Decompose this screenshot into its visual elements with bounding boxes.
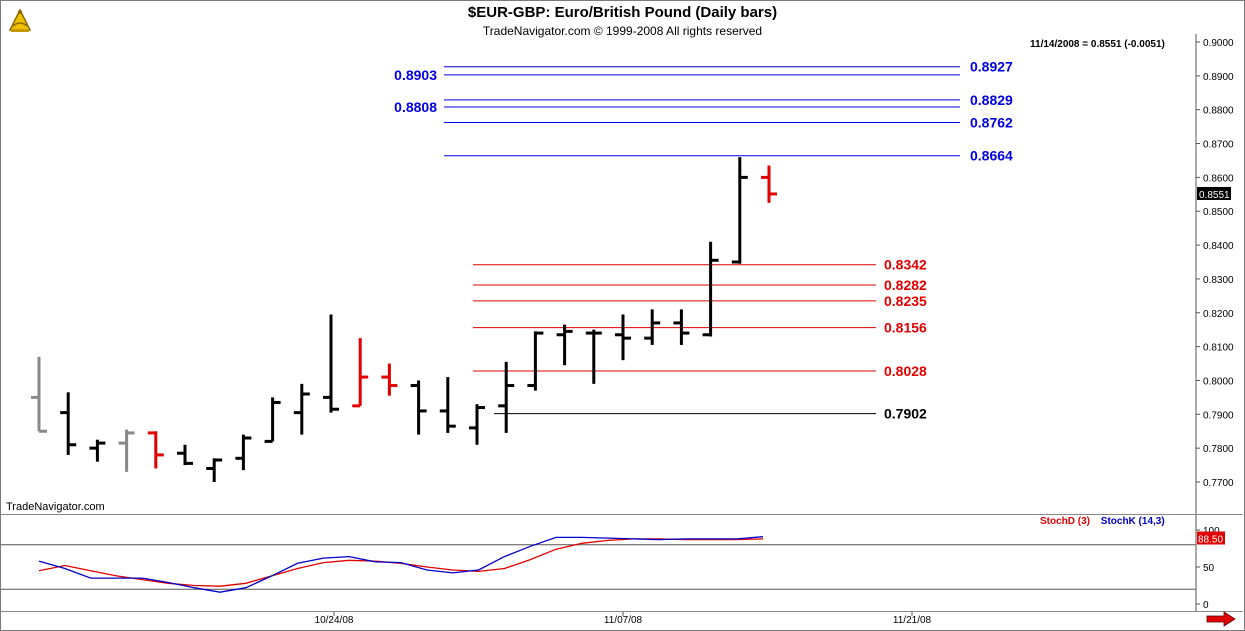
ohlc-bar (410, 380, 427, 435)
last-price-box (1197, 186, 1231, 200)
price-tick-label: 0.8100 (1203, 343, 1234, 354)
watermark-text: TradeNavigator.com (6, 501, 105, 513)
last-price-label: 0.8551 (1199, 190, 1230, 201)
price-tick-label: 0.8000 (1203, 376, 1234, 387)
price-tick-label: 0.8700 (1203, 140, 1234, 151)
price-tick-label: 0.8300 (1203, 275, 1234, 286)
price-tick-label: 0.8800 (1203, 106, 1234, 117)
ohlc-bar (498, 361, 515, 433)
ohlc-bar (585, 329, 602, 384)
level-label-0.8664: 0.8664 (970, 148, 1013, 164)
ohlc-bar (644, 309, 661, 345)
ohlc-bar (439, 377, 456, 433)
copyright-text: TradeNavigator.com © 1999-2008 All right… (482, 24, 763, 38)
ohlc-bar (31, 356, 47, 433)
legend-stochd: StochD (3) (1040, 516, 1090, 527)
price-tick-label: 0.7800 (1203, 444, 1234, 455)
level-label-0.8235: 0.8235 (884, 293, 927, 309)
price-tick-label: 0.9000 (1203, 38, 1234, 49)
ohlc-bar (352, 338, 369, 408)
ohlc-bar (177, 444, 193, 466)
ohlc-bar (293, 383, 310, 435)
date-tick-label: 11/07/08 (604, 615, 643, 626)
level-label-0.8927: 0.8927 (970, 59, 1013, 75)
price-tick-label: 0.8900 (1203, 72, 1234, 83)
ohlc-bar (527, 331, 544, 391)
chart-title: $EUR-GBP: Euro/British Pound (Daily bars… (467, 4, 778, 21)
red-right-arrow-icon[interactable] (1206, 611, 1236, 627)
date-tick-label: 10/24/08 (315, 615, 354, 626)
level-label-0.8762: 0.8762 (970, 115, 1013, 131)
level-label-0.8028: 0.8028 (884, 363, 927, 379)
ohlc-bar (761, 165, 777, 203)
ohlc-bar (469, 404, 485, 445)
ohlc-bar (206, 458, 223, 482)
ohlc-bar (673, 309, 690, 345)
ohlc-bar (702, 241, 719, 337)
stoch-tick-label: 50 (1203, 563, 1215, 574)
ohlc-bar (264, 397, 281, 443)
ohlc-bar (147, 431, 164, 469)
level-label-0.8903: 0.8903 (394, 67, 437, 83)
price-tick-label: 0.8200 (1203, 309, 1234, 320)
legend-stochk: StochK (14,3) (1100, 516, 1165, 527)
level-label-0.8808: 0.8808 (394, 99, 437, 115)
ohlc-bar (118, 429, 135, 472)
stoch-tick-label: 100 (1203, 526, 1220, 537)
ohlc-bar (89, 439, 106, 462)
stochk-line (38, 536, 764, 593)
stochastic-legend: StochD (3) StochK (14,3) (1040, 516, 1165, 527)
price-tick-label: 0.7700 (1203, 478, 1234, 489)
date-tick-label: 11/21/08 (893, 615, 932, 626)
level-label-0.7902: 0.7902 (884, 406, 927, 422)
ohlc-bar (323, 314, 339, 413)
ohlc-bar (731, 157, 748, 264)
price-tick-label: 0.8600 (1203, 173, 1234, 184)
ohlc-bar (615, 314, 631, 361)
ohlc-bar (556, 324, 573, 366)
ohlc-bar (381, 363, 398, 396)
price-tick-label: 0.8500 (1203, 207, 1234, 218)
price-tick-label: 0.7900 (1203, 410, 1234, 421)
ohlc-bar (235, 434, 252, 471)
last-quote-text: 11/14/2008 = 0.8551 (-0.0051) (1030, 39, 1165, 50)
level-label-0.8282: 0.8282 (884, 277, 927, 293)
stoch-last-value-box (1197, 531, 1225, 545)
sextant-logo-icon (5, 5, 35, 35)
stoch-last-value-label: 88.50 (1198, 535, 1223, 546)
level-label-0.8342: 0.8342 (884, 257, 927, 273)
ohlc-bar (60, 392, 77, 455)
stoch-tick-label: 0 (1203, 600, 1209, 611)
level-label-0.8156: 0.8156 (884, 320, 927, 336)
level-label-0.8829: 0.8829 (970, 92, 1013, 108)
price-tick-label: 0.8400 (1203, 241, 1234, 252)
